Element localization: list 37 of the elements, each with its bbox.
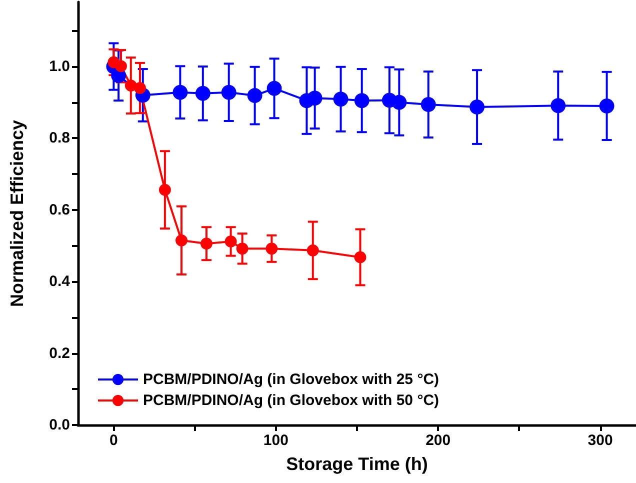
y-tick-label: 0.8 (49, 130, 70, 147)
x-tick-label: 200 (426, 432, 451, 449)
y-tick-label: 0.0 (49, 416, 70, 434)
point (176, 234, 188, 246)
point (550, 98, 566, 114)
point (172, 84, 188, 100)
point (224, 235, 237, 248)
y-tick-label: 0.6 (49, 201, 70, 218)
y-tick-label: 1.0 (49, 58, 70, 76)
point (333, 92, 348, 107)
legend-label: PCBM/PDINO/Ag (in Glovebox with 25 °C) (143, 371, 440, 388)
point (247, 88, 262, 104)
point (236, 242, 248, 255)
y-axis-title: Normalized Efficiency (7, 120, 27, 308)
x-tick-label: 300 (588, 432, 613, 449)
point (470, 100, 485, 115)
point (599, 98, 614, 114)
point (420, 97, 436, 112)
point (221, 84, 236, 100)
x-tick-label: 100 (263, 432, 288, 449)
point (306, 244, 319, 256)
point (266, 80, 282, 96)
point (354, 251, 366, 264)
point (158, 184, 171, 196)
x-axis-title: Storage Time (h) (286, 454, 428, 474)
y-tick-label: 0.2 (49, 344, 70, 362)
legend-label: PCBM/PDINO/Ag (in Glovebox with 50 °C) (143, 392, 440, 409)
x-tick-label: 0 (110, 432, 118, 449)
point (200, 238, 212, 250)
point (195, 86, 210, 101)
point (392, 94, 407, 110)
y-tick-label: 0.4 (49, 273, 71, 290)
point (354, 93, 370, 108)
point (115, 60, 127, 72)
point (134, 82, 146, 94)
point (307, 90, 322, 106)
point (266, 242, 278, 255)
